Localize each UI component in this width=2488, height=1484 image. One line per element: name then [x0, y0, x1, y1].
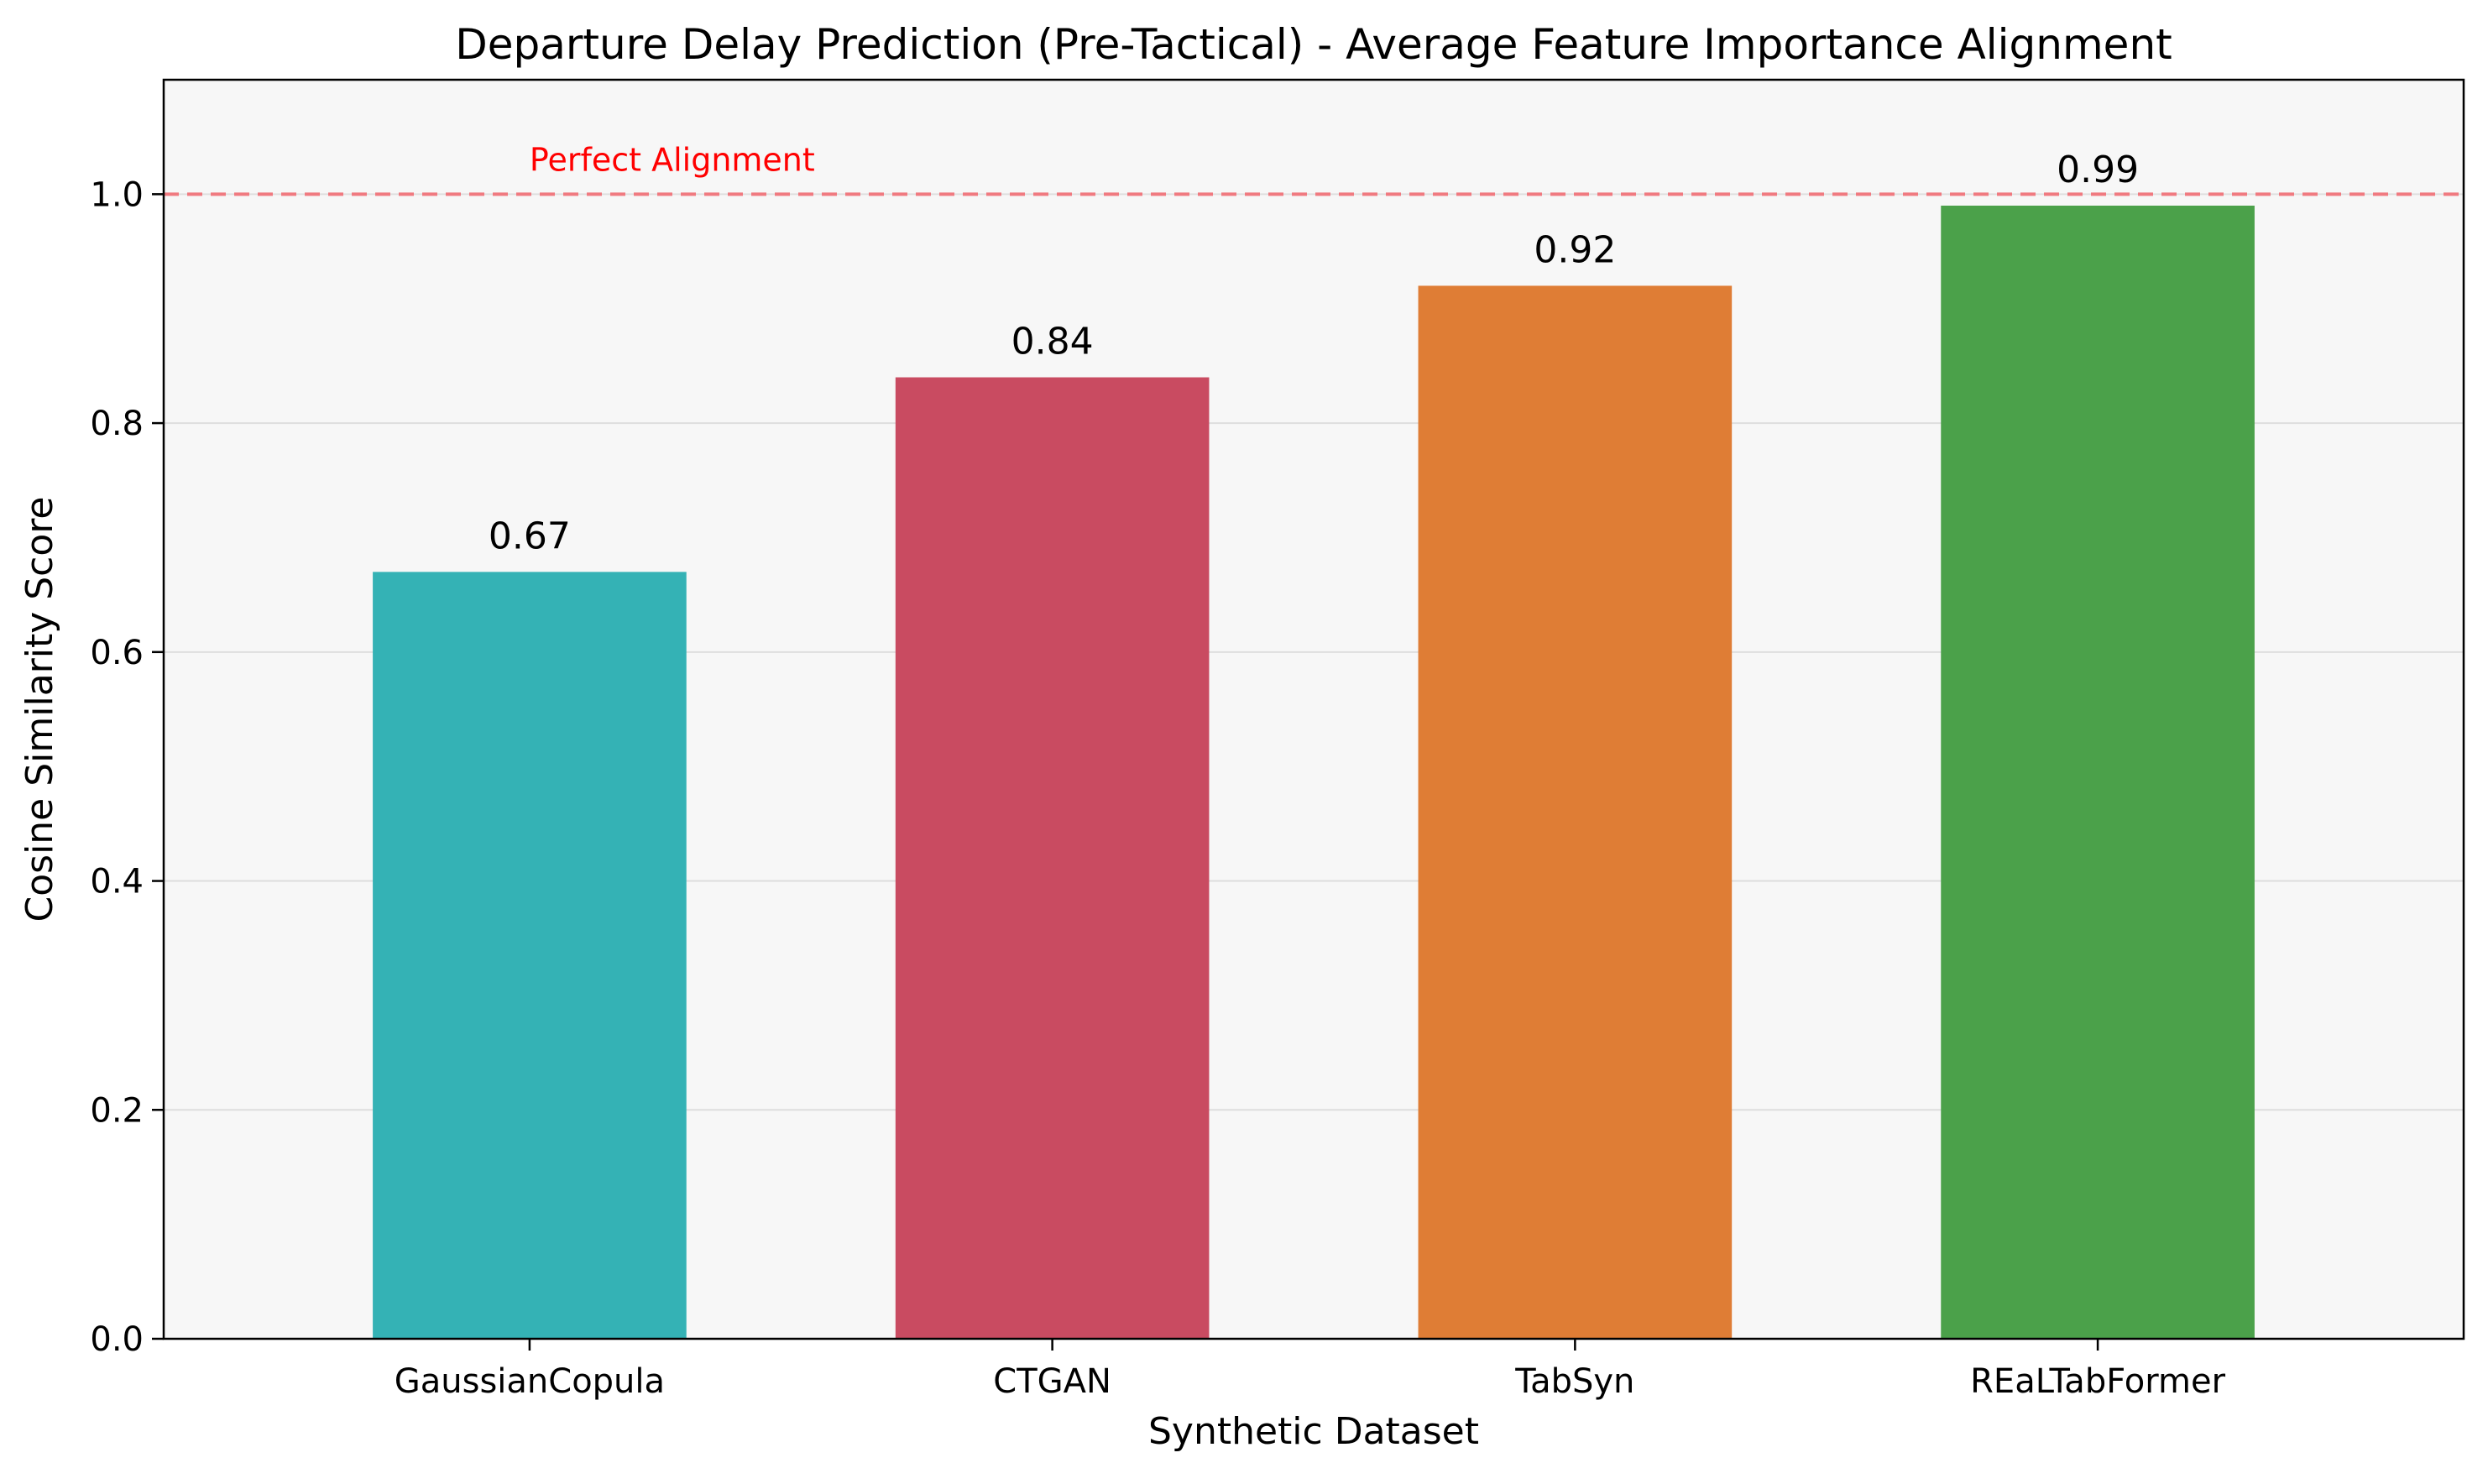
bar-value-label: 0.84: [1011, 321, 1094, 363]
y-axis-label: Cosine Similarity Score: [18, 497, 61, 922]
y-tick-label: 0.6: [90, 634, 144, 672]
y-tick-label: 1.0: [90, 175, 144, 214]
y-tick-label: 0.4: [90, 863, 144, 901]
value-labels: 0.67 0.84 0.92 0.99: [489, 149, 2139, 557]
bars: [373, 206, 2255, 1340]
y-tick-label: 0.8: [90, 405, 144, 443]
bar-value-label: 0.92: [1534, 228, 1616, 271]
x-axis-label: Synthetic Dataset: [1148, 1410, 1479, 1453]
bar: [895, 377, 1210, 1340]
chart-title: Departure Delay Prediction (Pre-Tactical…: [455, 20, 2172, 69]
x-tick-label: TabSyn: [1514, 1362, 1634, 1401]
x-tick-label: GaussianCopula: [395, 1362, 665, 1401]
x-axis: GaussianCopula CTGAN TabSyn REaLTabFormer: [395, 1339, 2226, 1401]
bar-value-label: 0.99: [2057, 149, 2139, 191]
plot-frame: [162, 78, 2465, 1340]
reference-line-label: Perfect Alignment: [530, 141, 815, 178]
reference-line-group: Perfect Alignment: [164, 141, 2464, 196]
y-tick-label: 0.2: [90, 1091, 144, 1130]
bar-value-label: 0.67: [489, 515, 571, 557]
bar: [1941, 206, 2255, 1339]
y-tick-label: 0.0: [90, 1320, 144, 1359]
bar: [1418, 285, 1733, 1339]
x-tick-label: REaLTabFormer: [1970, 1362, 2225, 1401]
bar: [373, 572, 687, 1339]
x-tick-label: CTGAN: [993, 1362, 1111, 1401]
y-axis: 0.0 0.2 0.4 0.6 0.8 1.0: [90, 175, 164, 1359]
